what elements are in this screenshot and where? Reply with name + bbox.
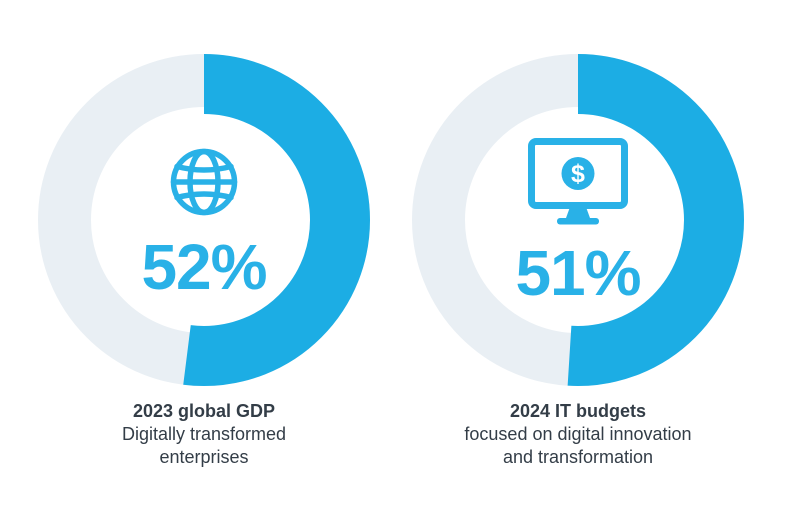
caption-it-budgets-line2: and transformation	[502, 447, 654, 467]
donut-chart-it-budgets	[412, 54, 744, 386]
caption-gdp-title: 2023 global GDP	[132, 401, 276, 421]
caption-it-budgets-title: 2024 IT budgets	[509, 401, 647, 421]
donut-arc-gdp	[38, 54, 370, 386]
caption-gdp: 2023 global GDP Digitally transformed en…	[54, 400, 354, 469]
donut-arc-it-budgets	[412, 54, 744, 386]
caption-gdp-line1: Digitally transformed	[121, 424, 287, 444]
donut-chart-gdp	[38, 54, 370, 386]
caption-it-budgets-line1: focused on digital innovation	[464, 424, 692, 444]
caption-gdp-line2: enterprises	[159, 447, 249, 467]
caption-it-budgets: 2024 IT budgets focused on digital innov…	[428, 400, 728, 469]
